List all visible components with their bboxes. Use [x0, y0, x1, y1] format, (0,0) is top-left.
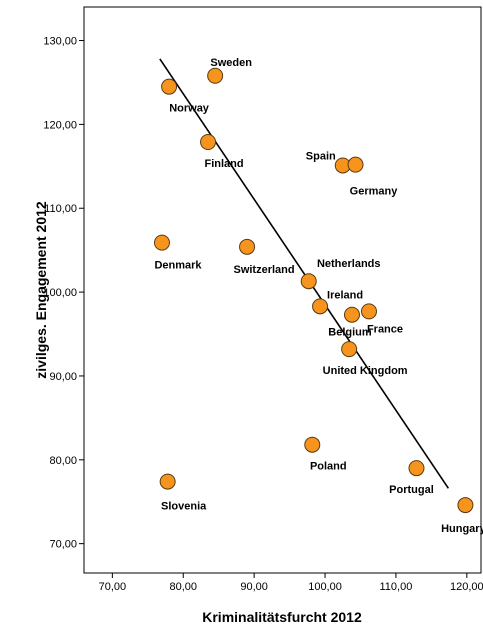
point-label: France [367, 323, 403, 335]
y-tick-label: 100,00 [43, 287, 77, 299]
data-point [200, 134, 217, 151]
data-point [341, 341, 358, 358]
data-point [159, 473, 176, 490]
data-point [408, 460, 425, 477]
y-tick-label: 120,00 [43, 119, 77, 131]
point-label: Switzerland [233, 264, 294, 276]
point-label: Slovenia [161, 501, 207, 513]
data-points [153, 67, 474, 514]
point-label: Spain [306, 150, 336, 162]
data-point [207, 67, 224, 84]
point-label: Belgium [328, 327, 372, 339]
data-point [343, 306, 360, 323]
data-point [239, 238, 256, 255]
data-point [347, 156, 364, 173]
data-point [161, 78, 178, 95]
x-axis-title: Kriminalitätsfurcht 2012 [202, 609, 362, 625]
y-tick-label: 70,00 [49, 539, 77, 551]
point-label: Finland [205, 158, 244, 170]
point-label: Denmark [154, 260, 202, 272]
x-tick-label: 90,00 [240, 581, 268, 593]
plot-area-frame [83, 6, 482, 574]
y-tick-label: 80,00 [49, 455, 77, 467]
point-label: Germany [350, 186, 399, 198]
point-label: Ireland [327, 289, 363, 301]
point-label: Sweden [210, 57, 252, 69]
data-point [312, 298, 329, 315]
y-tick-label: 130,00 [43, 36, 77, 48]
x-tick-label: 100,00 [308, 581, 342, 593]
data-point [304, 436, 321, 453]
y-axis-title: zivilges. Engagement 2012 [33, 201, 49, 379]
x-tick-label: 70,00 [99, 581, 127, 593]
y-tick-label: 110,00 [44, 203, 77, 215]
y-tick-label: 90,00 [49, 371, 77, 383]
data-point [153, 234, 170, 251]
x-tick-label: 110,00 [380, 581, 413, 593]
x-axis: 70,00 80,00 90,00 100,00 110,00 120,00 [99, 573, 483, 593]
x-tick-label: 120,00 [450, 581, 483, 593]
point-label: Netherlands [317, 258, 381, 270]
point-labels: Norway Sweden Finland Spain Germany Denmark Sw… [154, 57, 483, 535]
y-axis: 70,00 80,00 90,00 100,00 110,00 120,00 130,00 [43, 36, 84, 551]
x-tick-label: 80,00 [169, 581, 197, 593]
point-label: Poland [310, 461, 347, 473]
data-point [300, 273, 317, 290]
data-point [457, 497, 474, 514]
point-label: Portugal [389, 484, 434, 496]
data-point [360, 303, 377, 320]
point-label: Hungary [441, 523, 483, 535]
point-label: United Kingdom [323, 365, 408, 377]
point-label: Norway [169, 103, 210, 115]
fit-line [159, 58, 450, 489]
